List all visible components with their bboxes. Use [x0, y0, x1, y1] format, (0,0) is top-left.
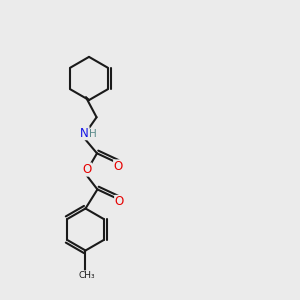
- Text: O: O: [114, 160, 123, 173]
- Text: O: O: [115, 195, 124, 208]
- Text: H: H: [89, 129, 97, 139]
- Text: CH₃: CH₃: [79, 271, 95, 280]
- Text: N: N: [80, 127, 89, 140]
- Text: O: O: [82, 163, 92, 176]
